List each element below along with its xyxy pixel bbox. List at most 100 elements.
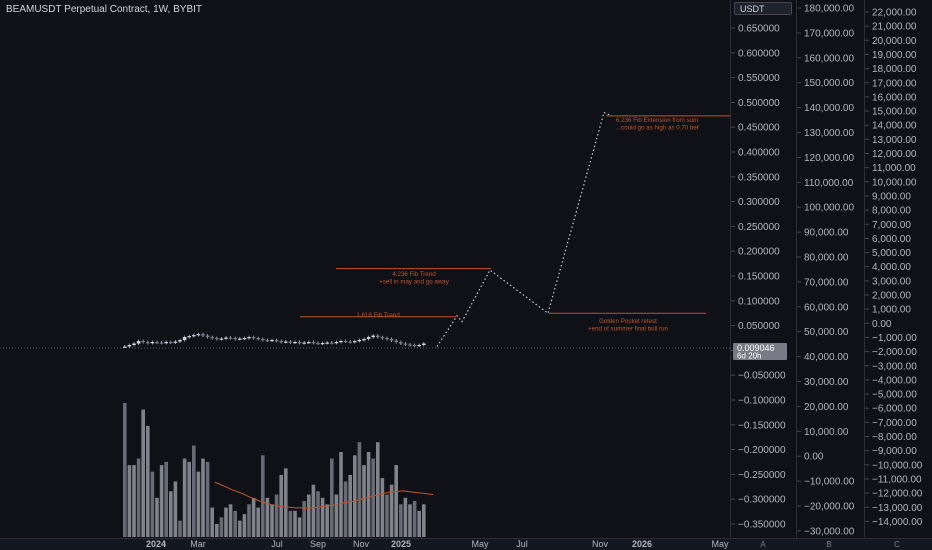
annotation-text: Golden Pocket retest (599, 318, 657, 325)
price-candle (371, 335, 375, 338)
axis-a-tick-label: 0.500000 (738, 98, 780, 109)
axis-c-tick-label: 20,000.00 (872, 36, 917, 47)
axis-c-tick-label: −5,000.00 (872, 390, 917, 401)
axis-b-tick-label: 40,000.00 (804, 352, 849, 363)
price-candle (417, 345, 421, 347)
volume-bar (251, 497, 256, 537)
axis-a-tick-label: −0.350000 (738, 520, 786, 531)
volume-bar (215, 523, 219, 537)
volume-bar (371, 458, 375, 537)
price-candle (385, 338, 389, 340)
annotation-text: 6.236 Fib Extension from sum (616, 117, 698, 124)
volume-bar (284, 468, 288, 537)
volume-bar (274, 494, 279, 537)
axis-b-tick-label: 60,000.00 (804, 302, 849, 313)
price-axis-a[interactable]: 0.650000 0.600000 0.550000 0.500000 0.450000… (731, 24, 787, 550)
price-candle (357, 340, 362, 342)
axis-b-tick-label: 180,000.00 (804, 4, 854, 15)
volume-bar (353, 455, 357, 537)
time-axis[interactable]: 2024 Mar Jul Sep Nov 2025 May Jul Nov 2026 May (146, 539, 729, 549)
axis-b-tick-label: 140,000.00 (804, 103, 854, 114)
volume-bar (339, 452, 343, 537)
time-axis-background (0, 538, 932, 550)
scale-mode-button[interactable]: B (826, 540, 831, 549)
price-axis-c[interactable]: 22,000.00 21,000.00 20,000.00 19,000.00 18,0… (865, 8, 923, 550)
price-candle (215, 338, 219, 340)
price-candle (330, 342, 334, 344)
volume-bar (247, 504, 251, 537)
time-axis-tick-label: Mar (190, 539, 206, 549)
price-candle (150, 342, 155, 344)
axis-c-tick-label: −2,000.00 (872, 347, 917, 358)
axis-c-tick-label: 17,000.00 (872, 78, 917, 89)
price-candle (182, 337, 187, 341)
price-candle (238, 338, 242, 340)
volume-bar (408, 504, 412, 537)
price-candle (261, 339, 265, 341)
currency-unit-button[interactable]: USDT (734, 2, 792, 15)
volume-bar (311, 484, 316, 537)
axis-a-tick-label: −0.050000 (738, 371, 786, 382)
axis-a-tick-label: −0.200000 (738, 445, 786, 456)
volume-bar (316, 491, 320, 537)
volume-bar (219, 517, 224, 537)
volume-bar (261, 455, 265, 537)
volume-bar (288, 510, 293, 537)
axis-b-tick-label: 80,000.00 (804, 253, 849, 264)
volume-bar (362, 465, 366, 537)
price-candle (343, 341, 348, 343)
price-candle (196, 334, 201, 336)
axis-c-tick-label: 0.00 (872, 319, 892, 330)
price-candle (380, 337, 385, 339)
price-candle (394, 340, 398, 343)
volume-bar (182, 458, 187, 537)
axis-c-tick-label: 19,000.00 (872, 50, 917, 61)
price-candle (146, 342, 150, 344)
price-candle (316, 343, 320, 345)
volume-bar (238, 520, 242, 537)
price-candle (422, 343, 426, 346)
price-candle (348, 341, 352, 343)
price-axis-b[interactable]: 180,000.00 170,000.00 160,000.00 150,000.00… (797, 4, 855, 550)
axis-c-tick-label: −13,000.00 (872, 503, 923, 514)
axis-a-tick-label: 0.450000 (738, 123, 780, 134)
volume-bar (265, 497, 270, 537)
axis-b-tick-label: 120,000.00 (804, 153, 854, 164)
annotation-text: ...could go as high as 0.70 bef (616, 125, 699, 132)
axis-c-tick-label: 1,000.00 (872, 305, 911, 316)
volume-bar (279, 474, 283, 537)
time-axis-tick-label: Sep (310, 539, 326, 549)
volume-bar (136, 458, 141, 537)
axis-b-tick-label: −20,000.00 (804, 502, 855, 513)
time-axis-tick-label: 2025 (391, 539, 411, 549)
scale-mode-button[interactable]: C (894, 540, 900, 549)
axis-c-tick-label: 15,000.00 (872, 107, 917, 118)
price-candle (334, 342, 339, 344)
price-candle (399, 342, 403, 344)
volume-bar (146, 425, 150, 537)
scale-mode-button[interactable]: A (760, 540, 766, 549)
price-candle (228, 337, 233, 339)
axis-c-tick-label: 12,000.00 (872, 149, 917, 160)
volume-bar (270, 504, 274, 537)
price-candle (251, 337, 256, 339)
price-candle (293, 342, 297, 344)
projection-path (436, 111, 613, 347)
volume-bar (228, 504, 233, 537)
volume-bar (173, 481, 178, 537)
axis-c-tick-label: −9,000.00 (872, 446, 917, 457)
annotation-text: 1.618 Fib Trend (356, 312, 400, 319)
price-candle (210, 337, 214, 339)
axis-a-tick-label: 0.050000 (738, 321, 780, 332)
volume-bar (389, 484, 394, 537)
axis-a-tick-label: −0.300000 (738, 495, 786, 506)
volume-bar (192, 445, 196, 537)
price-candle (353, 341, 357, 343)
volume-bar (348, 474, 352, 537)
axis-a-tick-label: −0.100000 (738, 396, 786, 407)
axis-a-tick-label: 0.550000 (738, 73, 780, 84)
axis-b-tick-label: 160,000.00 (804, 53, 854, 64)
price-candle (127, 345, 132, 347)
